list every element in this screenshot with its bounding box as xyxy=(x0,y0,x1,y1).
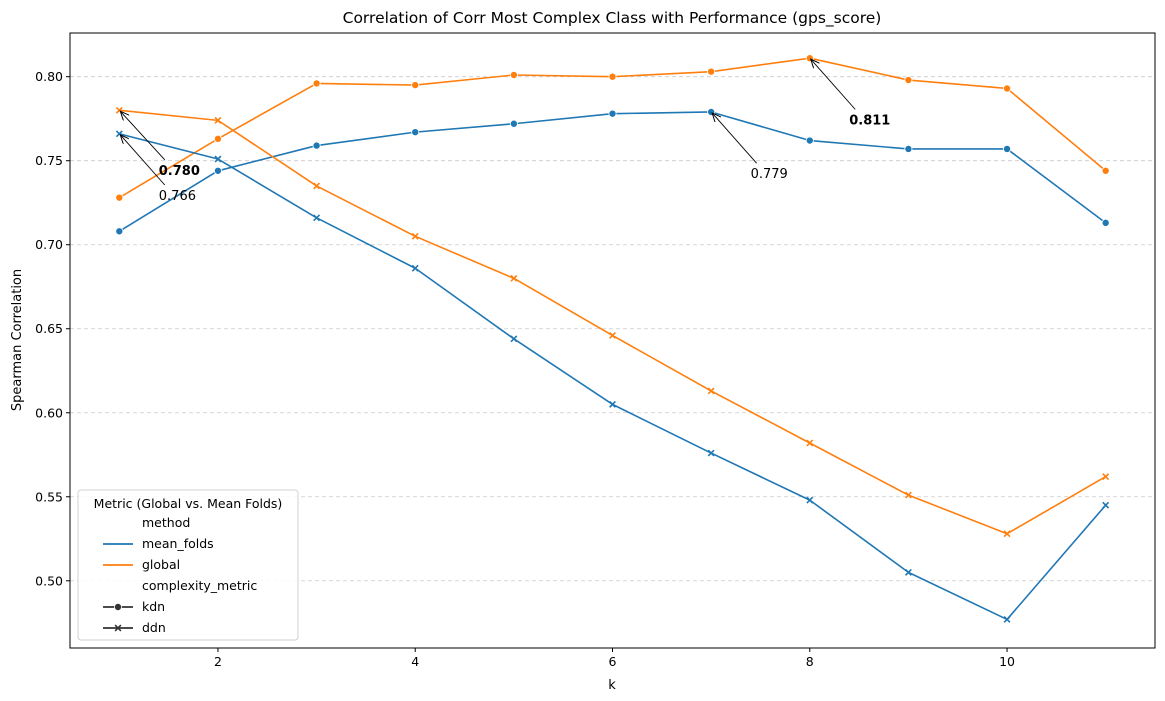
data-point xyxy=(1003,144,1012,153)
data-point xyxy=(707,67,716,76)
data-point xyxy=(509,71,518,80)
legend-item-label: method xyxy=(142,515,190,530)
data-point xyxy=(904,491,912,499)
data-point xyxy=(213,134,222,143)
data-point xyxy=(609,400,616,408)
series-global-ddn xyxy=(115,106,1110,538)
y-tick-label: 0.65 xyxy=(35,321,63,336)
data-point xyxy=(1101,166,1110,175)
data-point xyxy=(115,193,124,202)
series-layer xyxy=(115,54,1110,623)
legend-marker xyxy=(114,603,123,612)
series-mean_folds-kdn xyxy=(115,107,1110,236)
annotation-label: 0.779 xyxy=(751,167,788,182)
data-point xyxy=(1003,615,1011,623)
legend-item-label: mean_folds xyxy=(142,536,214,551)
data-point xyxy=(1003,530,1011,538)
data-point xyxy=(313,182,321,190)
annotation-arrow xyxy=(120,111,166,161)
x-tick-label: 4 xyxy=(411,654,419,669)
x-tick-label: 8 xyxy=(806,654,814,669)
y-tick-label: 0.80 xyxy=(35,69,63,84)
y-tick-label: 0.75 xyxy=(35,153,63,168)
annotation-label: 0.780 xyxy=(159,164,200,179)
data-point xyxy=(115,227,124,236)
data-point xyxy=(806,496,814,504)
x-tick-label: 6 xyxy=(609,654,617,669)
y-tick-label: 0.50 xyxy=(35,573,63,588)
legend-title: Metric (Global vs. Mean Folds) xyxy=(94,496,283,511)
data-point xyxy=(509,119,518,128)
legend-item-label: complexity_metric xyxy=(142,578,257,593)
data-point xyxy=(312,79,321,88)
data-point xyxy=(904,76,913,85)
data-point xyxy=(214,155,222,163)
data-point xyxy=(411,128,420,137)
data-point xyxy=(1102,501,1110,509)
data-point xyxy=(1102,473,1110,481)
legend-item-label: kdn xyxy=(142,599,165,614)
series-line xyxy=(119,109,1107,535)
y-axis: 0.50 0.55 0.60 0.65 0.70 0.75 0.80 xyxy=(35,69,70,588)
y-tick-label: 0.60 xyxy=(35,405,63,420)
data-point xyxy=(313,214,321,222)
legend-box xyxy=(77,489,299,641)
data-point xyxy=(214,116,222,124)
data-point xyxy=(609,331,616,339)
annotation-layer: 0.780 0.766 0.779 0.811 xyxy=(120,59,890,204)
data-point xyxy=(904,568,912,576)
chart-title: Correlation of Corr Most Complex Class w… xyxy=(343,9,882,28)
data-point xyxy=(707,387,715,395)
y-axis-label: Spearman Correlation xyxy=(10,269,25,411)
annotation-arrow xyxy=(120,135,166,186)
data-point xyxy=(707,449,715,457)
legend-item-label: ddn xyxy=(142,620,166,635)
series-line xyxy=(118,111,1107,232)
data-point xyxy=(411,232,419,240)
data-point xyxy=(411,264,419,272)
data-point xyxy=(510,335,518,343)
data-point xyxy=(213,166,222,175)
series-global-kdn xyxy=(115,54,1110,202)
data-point xyxy=(411,81,420,90)
legend-item-label: global xyxy=(142,557,180,572)
x-tick-label: 10 xyxy=(999,654,1015,669)
data-point xyxy=(1003,84,1012,93)
x-axis: 2 4 6 8 10 xyxy=(214,648,1015,669)
x-axis-label: k xyxy=(608,678,616,693)
data-point xyxy=(904,144,913,153)
data-point xyxy=(1101,218,1110,227)
annotation-arrow xyxy=(712,113,757,164)
legend-marker xyxy=(114,624,122,632)
data-point xyxy=(608,72,617,81)
x-tick-label: 2 xyxy=(214,654,222,669)
legend: Metric (Global vs. Mean Folds) method mean… xyxy=(77,489,299,641)
data-point xyxy=(510,274,518,282)
annotation-label: 0.811 xyxy=(849,113,890,128)
data-point xyxy=(608,109,617,118)
data-point xyxy=(805,136,814,145)
data-point xyxy=(312,141,321,150)
annotation-arrow xyxy=(811,59,856,110)
y-tick-label: 0.70 xyxy=(35,237,63,252)
data-point xyxy=(806,439,814,447)
y-tick-label: 0.55 xyxy=(35,489,63,504)
annotation-label: 0.766 xyxy=(159,189,196,204)
